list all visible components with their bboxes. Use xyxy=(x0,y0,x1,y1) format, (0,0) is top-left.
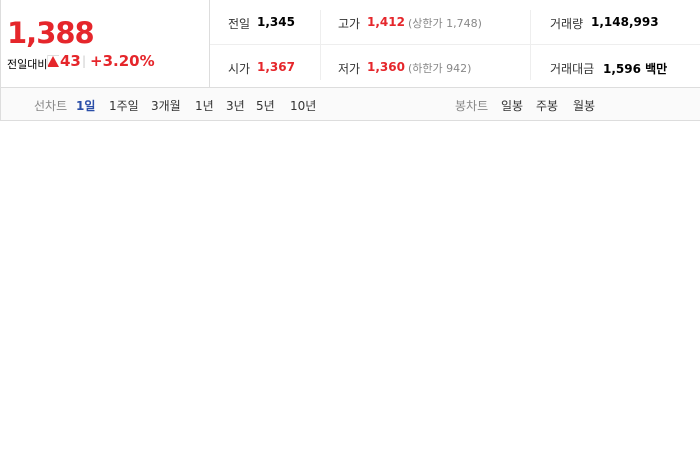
divider xyxy=(320,10,321,80)
divider xyxy=(530,10,531,80)
stat-value: 1,412 xyxy=(367,15,405,29)
sep: | xyxy=(82,54,87,68)
chart xyxy=(0,120,700,450)
change-rate: +3.20% xyxy=(90,52,155,70)
price: 1,388 xyxy=(7,16,95,50)
stat-value: 1,360 xyxy=(367,60,405,74)
stat-note: (하한가 942) xyxy=(408,62,472,75)
stat-value: 1,148,993 xyxy=(591,15,659,29)
stat-label: 거래량 xyxy=(550,17,584,31)
stat-label: 시가 xyxy=(228,62,251,76)
stat-value: 1,596 백만 xyxy=(603,62,668,76)
stat-note: (상한가 1,748) xyxy=(408,17,482,30)
up-icon: 1,4191,3971,3751,3531,33103/0703/0810:00… xyxy=(47,55,59,67)
stat-value: 1,367 xyxy=(257,60,295,74)
stat-label: 전일 xyxy=(228,17,251,31)
change: 43 xyxy=(60,52,81,70)
tab-label: 봉차트 xyxy=(455,99,489,113)
tab[interactable]: 주봉 xyxy=(536,99,559,113)
tab[interactable]: 1년 xyxy=(195,99,214,113)
stat-label: 저가 xyxy=(338,62,361,76)
change-label: 전일대비 xyxy=(7,58,48,71)
tab[interactable]: 1일 xyxy=(76,99,96,113)
tab[interactable]: 3년 xyxy=(226,99,245,113)
tab[interactable]: 10년 xyxy=(290,99,317,113)
stat-value: 1,345 xyxy=(257,15,295,29)
tab[interactable]: 1주일 xyxy=(109,99,139,113)
tab[interactable]: 일봉 xyxy=(501,99,524,113)
tab[interactable]: 월봉 xyxy=(573,99,596,113)
divider xyxy=(210,44,700,45)
stat-label: 거래대금 xyxy=(550,62,595,76)
tab-bar xyxy=(0,88,700,121)
tab[interactable]: 5년 xyxy=(256,99,275,113)
tab-label: 선차트 xyxy=(34,99,68,113)
header xyxy=(0,0,700,88)
divider xyxy=(209,0,210,87)
stat-label: 고가 xyxy=(338,17,361,31)
tab[interactable]: 3개월 xyxy=(151,99,181,113)
